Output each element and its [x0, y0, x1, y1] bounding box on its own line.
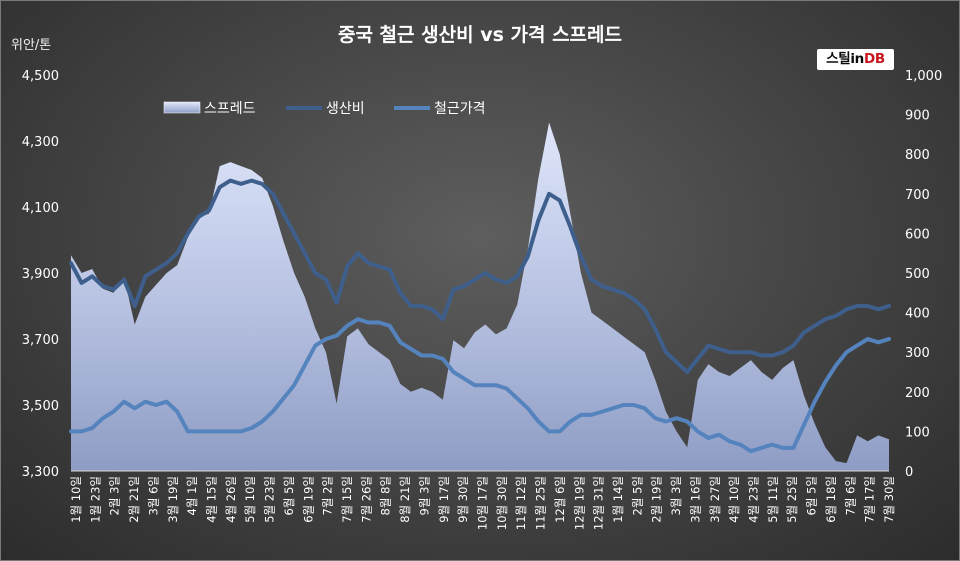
x-tick-label: 4월 10일 — [727, 476, 741, 523]
x-tick-label: 1월 14일 — [611, 476, 625, 523]
y-right-tick-label: 200 — [905, 386, 930, 401]
legend-label-rebar-price: 철근가격 — [434, 101, 486, 117]
x-tick-label: 6월 5일 — [805, 476, 819, 515]
y-left-tick-label: 3,300 — [22, 465, 59, 480]
y-left-tick-label: 3,900 — [22, 267, 59, 282]
x-tick-label: 11월 25일 — [534, 476, 548, 530]
x-tick-label: 12월 6일 — [553, 476, 567, 523]
x-tick-label: 11월 12일 — [514, 476, 528, 530]
x-tick-label: 2월 5일 — [630, 476, 644, 515]
x-tick-label: 9월 30일 — [456, 476, 470, 523]
y-right-tick-label: 800 — [905, 148, 930, 163]
x-tick-label: 5월 11일 — [766, 476, 780, 523]
rebar-price-line — [69, 317, 891, 454]
y-left-tick-label: 3,500 — [22, 399, 59, 414]
x-tick-label: 7월 15일 — [340, 476, 354, 523]
x-tick-label: 2월 21일 — [127, 476, 141, 523]
y-right-tick-label: 900 — [905, 109, 930, 124]
x-tick-label: 7월 17일 — [863, 476, 877, 523]
x-tick-label: 3월 16일 — [688, 476, 702, 523]
plot-area — [69, 122, 891, 471]
x-tick-label: 3월 6일 — [146, 476, 160, 515]
y-right-tick-label: 500 — [905, 267, 930, 282]
y-left-tick-label: 4,300 — [22, 135, 59, 150]
legend-swatch-spread — [163, 101, 201, 114]
x-tick-label: 3월 3일 — [669, 476, 683, 515]
x-tick-label: 2월 3일 — [108, 476, 122, 515]
x-tick-label: 12월 19일 — [572, 476, 586, 530]
x-tick-label: 6월 18일 — [824, 476, 838, 523]
legend: 스프레드 생산비 철근가격 — [163, 101, 486, 117]
x-tick-label: 5월 23일 — [263, 476, 277, 523]
x-tick-label: 7월 2일 — [321, 476, 335, 515]
x-tick-label: 12월 31일 — [592, 476, 606, 530]
y-axis-unit-label: 위안/톤 — [11, 38, 51, 53]
y-right-tick-label: 0 — [905, 465, 913, 480]
steelin-db-logo: 스틸inDB — [817, 49, 894, 70]
x-tick-label: 4월 1일 — [185, 476, 199, 515]
spread-area — [71, 122, 889, 471]
legend-label-production-cost: 생산비 — [326, 101, 365, 117]
x-tick-label: 10월 17일 — [476, 476, 490, 530]
chart-title: 중국 철근 생산비 vs 가격 스프레드 — [338, 24, 622, 46]
y-right-tick-label: 700 — [905, 188, 930, 203]
x-tick-label: 8월 8일 — [379, 476, 393, 515]
y-right-tick-label: 400 — [905, 307, 930, 322]
production-cost-line — [69, 178, 891, 374]
x-tick-label: 7월 6일 — [843, 476, 857, 515]
x-tick-label: 10월 30일 — [495, 476, 509, 530]
x-tick-label: 7월 26일 — [359, 476, 373, 523]
x-tick-label: 6월 19일 — [301, 476, 315, 523]
x-tick-label: 4월 26일 — [224, 476, 238, 523]
y-left-tick-label: 4,100 — [22, 201, 59, 216]
x-tick-label: 4월 15일 — [205, 476, 219, 523]
x-tick-label: 1월 10일 — [69, 476, 83, 523]
x-tick-label: 9월 17일 — [437, 476, 451, 523]
x-tick-label: 3월 27일 — [708, 476, 722, 523]
x-tick-label: 2월 19일 — [650, 476, 664, 523]
x-tick-label: 9월 3일 — [417, 476, 431, 515]
x-tick-label: 5월 25일 — [785, 476, 799, 523]
x-tick-label: 5월 10일 — [243, 476, 257, 523]
x-tick-label: 4월 23일 — [747, 476, 761, 523]
legend-label-spread: 스프레드 — [204, 101, 256, 117]
y-right-tick-label: 100 — [905, 425, 930, 440]
y-left-tick-label: 4,500 — [22, 69, 59, 84]
x-tick-label: 3월 19일 — [166, 476, 180, 523]
y-right-tick-label: 1,000 — [905, 69, 942, 84]
y-right-tick-label: 300 — [905, 346, 930, 361]
y-right-tick-label: 600 — [905, 227, 930, 242]
x-tick-label: 6월 5일 — [282, 476, 296, 515]
x-tick-label: 8월 21일 — [398, 476, 412, 523]
y-left-tick-label: 3,700 — [22, 333, 59, 348]
x-tick-label: 7월 30일 — [882, 476, 896, 523]
axes: 4,500 4,300 4,100 3,900 3,700 3,500 3,300 1,000… — [22, 69, 942, 530]
x-tick-label: 1월 23일 — [88, 476, 102, 523]
